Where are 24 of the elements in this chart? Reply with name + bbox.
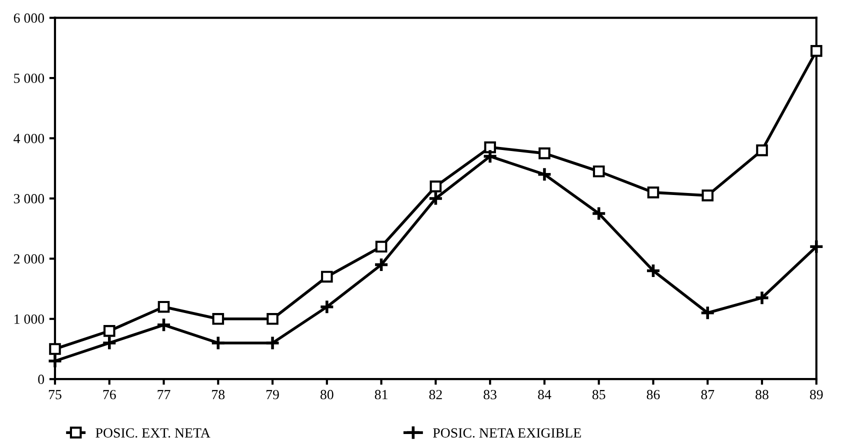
x-tick-label: 80 bbox=[320, 390, 334, 400]
y-tick-label: 0 bbox=[38, 374, 44, 384]
x-tick-label: 84 bbox=[538, 390, 552, 400]
legend-label: POSIC. NETA EXIGIBLE bbox=[433, 428, 581, 438]
x-tick-label: 87 bbox=[701, 390, 714, 400]
y-tick-label: 4 000 bbox=[14, 134, 44, 144]
x-tick-label: 81 bbox=[374, 390, 388, 400]
legend-label: POSIC. EXT. NETA bbox=[96, 428, 210, 438]
x-tick-label: 75 bbox=[48, 390, 62, 400]
x-tick-label: 83 bbox=[484, 390, 496, 400]
x-tick-label: 86 bbox=[646, 390, 660, 400]
y-tick-label: 2 000 bbox=[14, 254, 44, 264]
x-tick-label: 82 bbox=[429, 390, 442, 400]
x-tick-label: 78 bbox=[212, 390, 225, 400]
y-tick-label: 5 000 bbox=[14, 74, 44, 84]
x-tick-label: 88 bbox=[756, 390, 768, 400]
y-tick-label: 1 000 bbox=[14, 314, 44, 324]
y-tick-label: 6 000 bbox=[14, 13, 44, 23]
y-tick-label: 3 000 bbox=[14, 194, 44, 204]
x-tick-label: 76 bbox=[103, 390, 116, 400]
x-tick-label: 77 bbox=[158, 390, 170, 400]
x-tick-label: 85 bbox=[592, 390, 606, 400]
x-tick-label: 79 bbox=[266, 390, 279, 400]
x-tick-label: 89 bbox=[810, 390, 823, 400]
